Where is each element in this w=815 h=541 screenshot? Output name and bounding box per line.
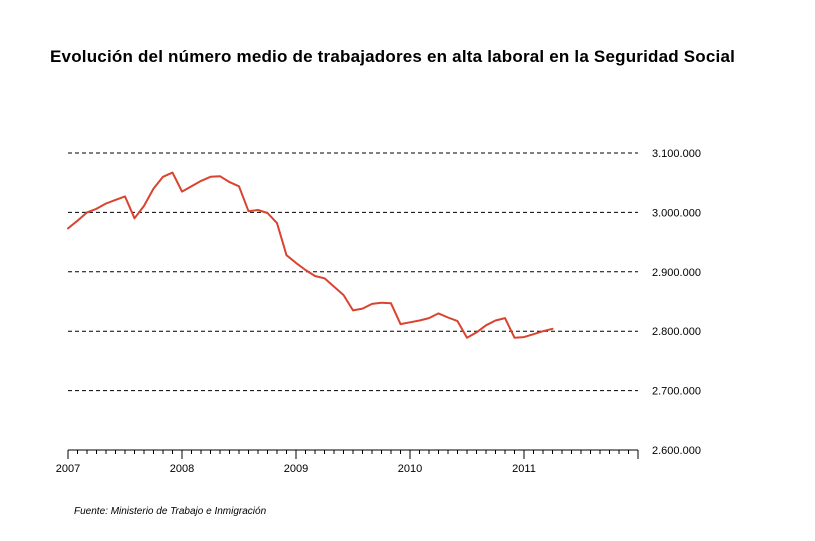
series-line-0 xyxy=(67,171,554,339)
x-tick-label: 2008 xyxy=(170,463,194,475)
gridlines xyxy=(68,152,638,392)
y-tick-label: 2.800.000 xyxy=(652,326,701,338)
y-tick-label: 3.000.000 xyxy=(652,207,701,219)
y-tick-label: 2.900.000 xyxy=(652,267,701,279)
y-tick-label: 2.600.000 xyxy=(652,445,701,457)
x-axis-labels: 2007 2008 2009 2010 2011 xyxy=(56,463,536,475)
series-layer xyxy=(67,171,554,339)
y-tick-label: 2.700.000 xyxy=(652,386,701,398)
x-tick-label: 2011 xyxy=(512,463,536,475)
source-note: Fuente: Ministerio de Trabajo e Inmigrac… xyxy=(74,506,267,517)
x-tick-label: 2009 xyxy=(284,463,308,475)
chart-title: Evolución del número medio de trabajador… xyxy=(50,47,736,66)
x-axis xyxy=(67,449,639,459)
x-tick-label: 2010 xyxy=(398,463,422,475)
y-tick-label: 3.100.000 xyxy=(652,148,701,160)
y-axis-labels: 2.600.000 2.700.000 2.800.000 2.900.000 3.00… xyxy=(652,148,701,457)
x-tick-label: 2007 xyxy=(56,463,80,475)
